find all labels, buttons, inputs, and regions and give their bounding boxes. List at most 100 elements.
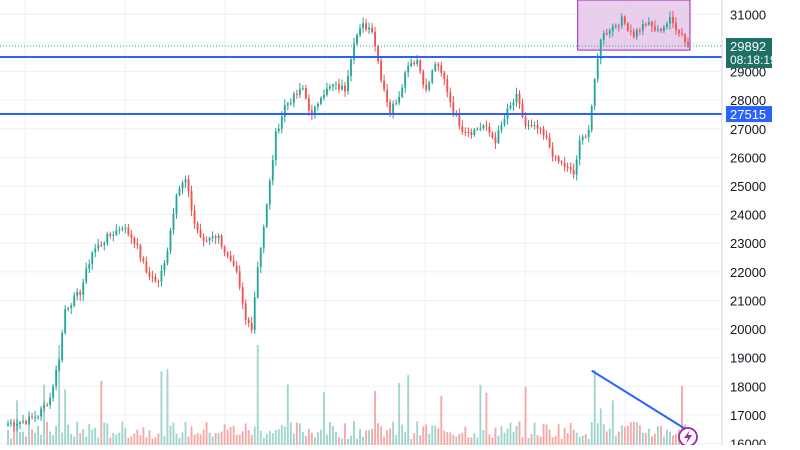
candle-body [166, 251, 169, 264]
volume-bar [163, 435, 166, 445]
candle-body [223, 246, 226, 253]
volume-bar [554, 436, 557, 445]
volume-bar [208, 432, 211, 445]
candle-body [687, 41, 689, 47]
candle-body [503, 118, 506, 125]
volume-bar [94, 428, 97, 445]
volume-bar [587, 438, 590, 445]
candle-body [274, 131, 277, 161]
volume-bar [151, 438, 154, 445]
candle-body [666, 23, 668, 27]
volume-bar [362, 436, 364, 445]
candle-body [527, 125, 530, 127]
candle-body [380, 61, 383, 81]
volume-bar [322, 392, 325, 445]
candle-body [37, 416, 40, 418]
price-range-box[interactable] [577, 0, 691, 51]
candle-body [329, 86, 331, 89]
candle-body [142, 258, 145, 262]
volume-bar [157, 433, 160, 445]
candle-body [202, 237, 205, 241]
volume-bar [268, 430, 271, 445]
volume-bar [353, 421, 355, 445]
current-price-label-bg[interactable] [726, 38, 772, 69]
candle-body [626, 23, 629, 31]
volume-bar [88, 424, 91, 445]
candle-body [542, 128, 545, 136]
candle-body [22, 421, 24, 423]
horizontal-levels[interactable] [0, 45, 722, 116]
price-axis[interactable]: 3100030000290002800027000260002500024000… [721, 0, 800, 450]
candle-body [647, 22, 650, 25]
candle-body [85, 268, 88, 283]
volume-bar [142, 427, 145, 445]
level-price-label-bg[interactable] [726, 106, 772, 123]
current-price-value[interactable]: 29892 [730, 39, 766, 54]
volume-bar [145, 437, 148, 445]
volume-bars [7, 345, 689, 445]
candle-body [280, 116, 283, 129]
candle-body [217, 235, 220, 239]
volume-bar [662, 436, 665, 445]
trend-line[interactable] [591, 369, 689, 432]
volume-bar [43, 384, 46, 445]
candle-body [118, 229, 121, 231]
volume-bar [458, 434, 461, 445]
volume-bar [124, 427, 127, 445]
range-box[interactable] [577, 0, 691, 51]
volume-bar [181, 432, 184, 445]
volume-bar [310, 432, 313, 445]
candle-body [485, 125, 488, 127]
volume-bar [100, 380, 103, 445]
candle-body [356, 35, 358, 44]
volume-bar [407, 375, 410, 445]
candle-body [524, 117, 527, 126]
volume-bar [605, 431, 608, 445]
candle-body [368, 27, 370, 30]
candle-body [675, 23, 677, 31]
volume-bar [244, 423, 247, 445]
candle-body [641, 23, 644, 31]
level-price-label[interactable]: 27515 [730, 107, 766, 122]
y-tick-label: 21000 [730, 293, 766, 308]
volume-bar [178, 437, 181, 445]
candle-body [347, 75, 349, 92]
volume-bar [539, 436, 542, 445]
candle-body [190, 191, 193, 211]
candle-body [271, 160, 274, 181]
candle-body [590, 106, 593, 130]
lightning-icon[interactable] [684, 430, 692, 444]
candle-body [326, 88, 328, 95]
grid-lines [0, 0, 722, 445]
volume-bar [319, 429, 322, 445]
candle-body [407, 66, 410, 73]
volume-trend-line[interactable] [591, 369, 689, 432]
candle-body [353, 43, 355, 60]
volume-bar [7, 429, 9, 445]
candle-body [617, 25, 620, 27]
volume-bar [395, 434, 398, 445]
volume-bar [455, 436, 458, 445]
candle-body [620, 16, 623, 26]
candle-body [494, 137, 497, 144]
volume-bar [515, 425, 518, 445]
candle-body [133, 237, 136, 244]
candle-countdown[interactable]: 08:18:19 [730, 53, 777, 67]
y-tick-label: 29000 [730, 65, 766, 80]
candle-body [253, 297, 256, 330]
volume-bar [497, 435, 500, 445]
candle-body [515, 93, 518, 103]
volume-bar [199, 434, 202, 445]
candle-body [109, 233, 112, 236]
volume-bar [440, 395, 443, 445]
candle-body [669, 17, 671, 24]
candle-body [500, 124, 503, 131]
candle-body [476, 129, 479, 131]
candle-body [659, 29, 662, 32]
y-tick-label: 16000 [730, 437, 766, 445]
candle-body [443, 72, 446, 80]
candle-body [596, 58, 599, 80]
lightning-badge[interactable] [678, 427, 698, 447]
